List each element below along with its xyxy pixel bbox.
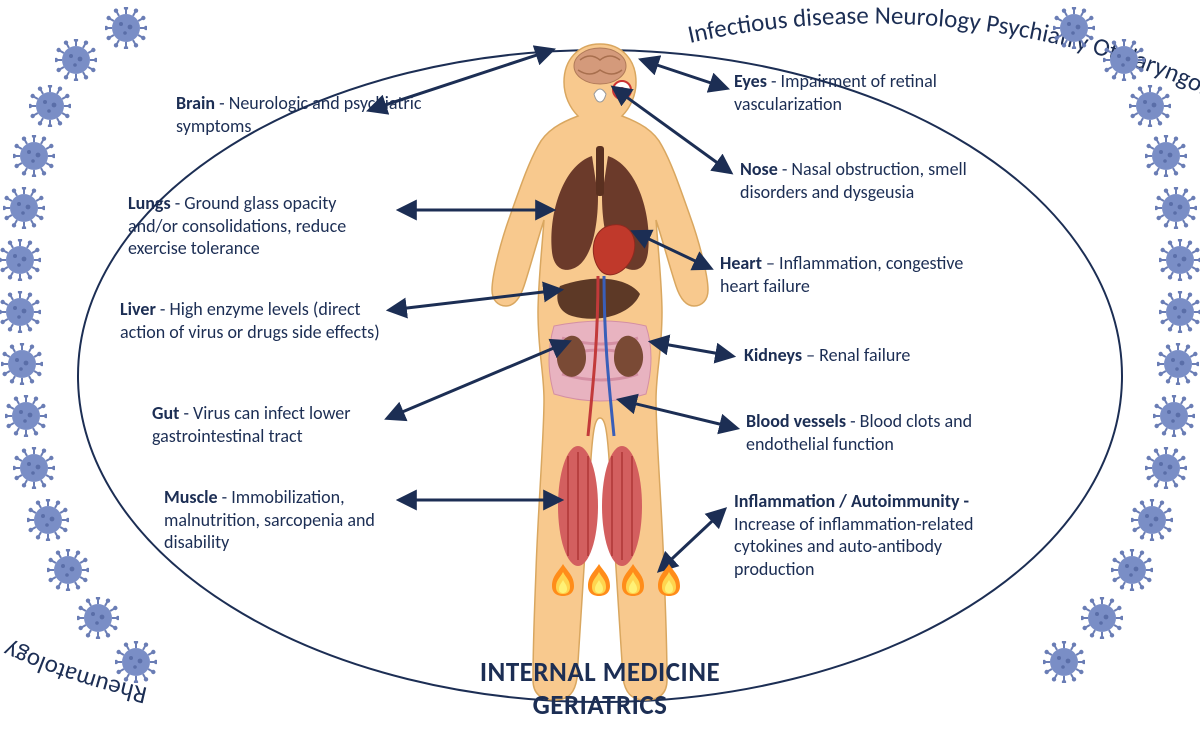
organ-label: Brain - Neurologic and psychiatric sympt…: [176, 92, 436, 137]
fire-icon-group: [618, 562, 684, 598]
organ-label: Lungs - Ground glass opacity and/or cons…: [128, 192, 388, 260]
fire-icon-group: [548, 562, 614, 598]
arrow-line: [390, 290, 560, 310]
organ-label: Gut - Virus can infect lower gastrointes…: [152, 402, 412, 447]
organ-label: Heart – Inflammation, congestive heart f…: [720, 252, 980, 297]
organ-label: Nose - Nasal obstruction, smell disorder…: [740, 158, 1000, 203]
arrow-line: [634, 232, 710, 268]
organ-label: Kidneys – Renal failure: [744, 344, 910, 367]
organ-label: Eyes - Impairment of retinal vasculariza…: [734, 70, 994, 115]
footer-line-1: INTERNAL MEDICINE: [480, 657, 720, 689]
footer-line-2: GERIATRICS: [480, 690, 720, 722]
arrow-line: [388, 342, 568, 418]
arrow-line: [652, 342, 732, 356]
arrow-line: [620, 400, 736, 428]
diagram-stage: Rheumatology Ophthalmology Gastroenterol…: [0, 0, 1200, 752]
organ-label: Liver - High enzyme levels (direct actio…: [120, 298, 380, 343]
footer-title: INTERNAL MEDICINE GERIATRICS: [480, 657, 720, 722]
arrow-line: [660, 510, 724, 570]
organ-label: Inflammation / Autoimmunity -Increase of…: [734, 490, 994, 580]
arrow-line: [642, 60, 726, 88]
organ-label: Muscle - Immobilization, malnutrition, s…: [164, 486, 424, 554]
organ-label: Blood vessels - Blood clots and endothel…: [746, 410, 1006, 455]
arrow-line: [614, 88, 730, 172]
